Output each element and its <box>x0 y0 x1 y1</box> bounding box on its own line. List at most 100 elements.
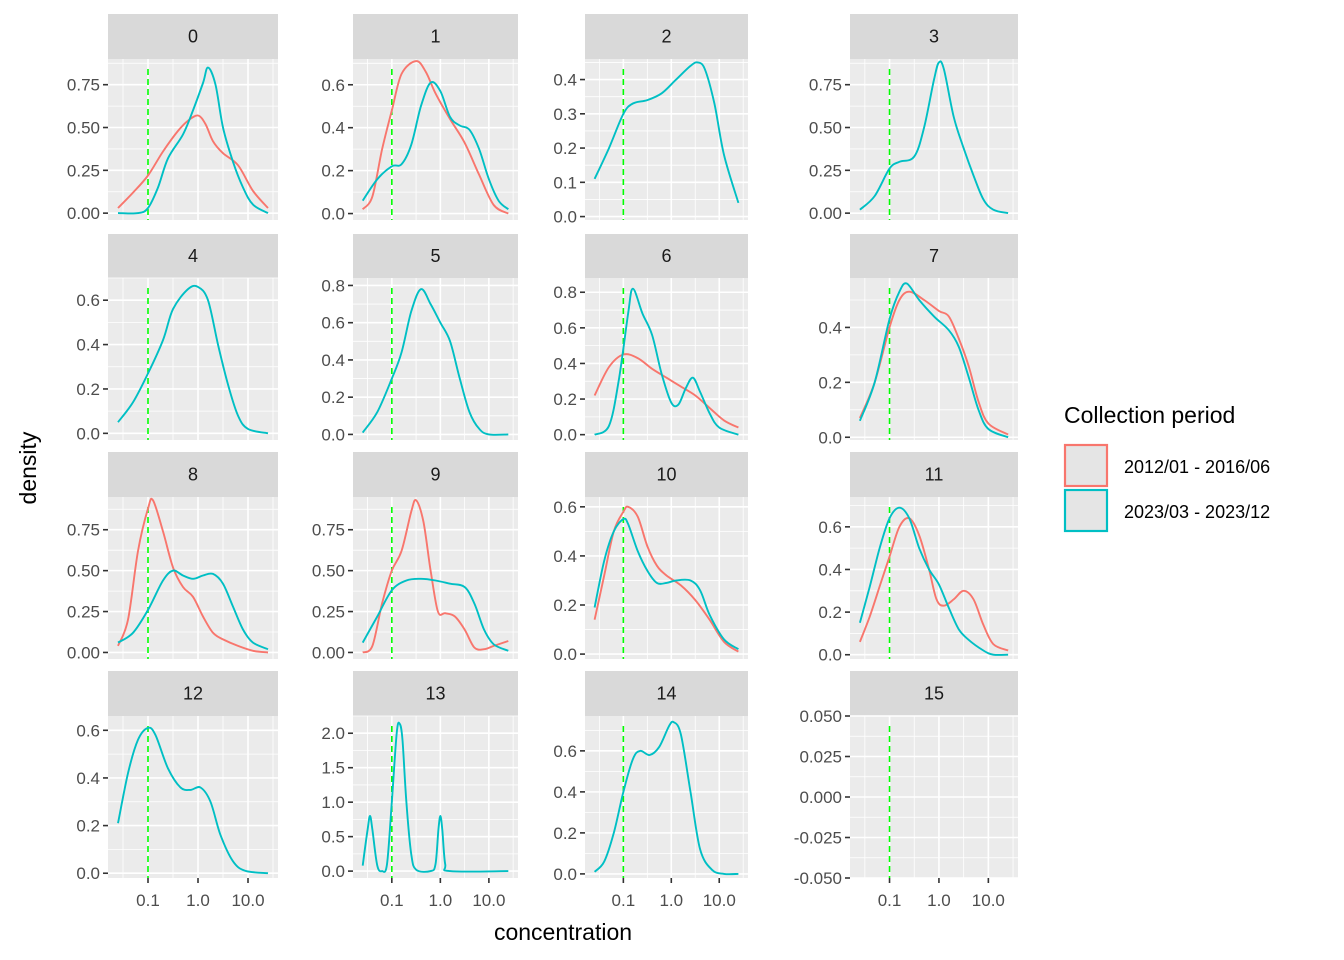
panel-background <box>585 497 748 659</box>
y-tick-label: 0.8 <box>553 283 577 302</box>
legend-label-2012-2016: 2012/01 - 2016/06 <box>1124 457 1270 477</box>
y-tick-label: 0.2 <box>321 162 345 181</box>
y-tick-label: 0.2 <box>818 603 842 622</box>
density-curve-2023 <box>859 60 1009 215</box>
facet-strip <box>585 14 748 59</box>
panel-background <box>108 278 278 440</box>
density-curve-2012-2016 <box>593 353 739 429</box>
y-tick-label: 0.4 <box>321 119 345 138</box>
x-tick-label: 1.0 <box>186 891 210 910</box>
y-tick-label: 0.2 <box>818 373 842 392</box>
density-curve-2023 <box>593 720 739 876</box>
y-tick-label: 0.0 <box>553 426 577 445</box>
y-tick-label: 0.6 <box>76 291 100 310</box>
facet-panel-9: 9 0.00 0.25 0.50 0.75 <box>312 452 518 662</box>
x-tick-label: 10.0 <box>231 891 264 910</box>
facet-strip <box>108 14 278 59</box>
facet-panel-8: 8 0.00 0.25 0.50 0.75 <box>67 452 278 662</box>
facet-strip <box>585 671 748 716</box>
y-tick-label: 0.25 <box>67 603 100 622</box>
density-curve-2023 <box>593 61 740 204</box>
density-curve-2023 <box>117 284 269 435</box>
y-tick-label: 0.4 <box>76 336 100 355</box>
x-tick-label: 10.0 <box>972 891 1005 910</box>
facet-panel-15: 15 -0.050 -0.025 0.000 0.025 0.050 0.1 1.0 10.0 <box>794 671 1018 910</box>
density-curve-2023 <box>117 569 269 651</box>
y-tick-label: 0.0 <box>76 864 100 883</box>
y-tick-label: 0.6 <box>321 76 345 95</box>
density-curve-2023 <box>117 726 269 875</box>
y-tick-label: 0.6 <box>553 742 577 761</box>
facet-panel-11: 11 0.0 0.2 0.4 0.6 <box>818 452 1018 665</box>
facet-strip-label: 7 <box>929 246 939 266</box>
legend-title: Collection period <box>1064 402 1235 428</box>
y-tick-label: 0.2 <box>553 824 577 843</box>
x-tick-label: 10.0 <box>472 891 505 910</box>
y-tick-label: 0.3 <box>553 105 577 124</box>
density-curve-2023 <box>361 721 509 873</box>
panel-background <box>850 278 1018 440</box>
density-curve-2023 <box>361 81 509 211</box>
facet-panel-12: 12 0.0 0.2 0.4 0.6 0.1 1.0 10.0 <box>76 671 278 910</box>
y-tick-label: 0.50 <box>312 562 345 581</box>
y-tick-label: 0.0 <box>553 645 577 664</box>
facet-strip <box>585 234 748 278</box>
facet-strip-label: 8 <box>188 465 198 485</box>
y-tick-label: 0.50 <box>809 119 842 138</box>
y-tick-label: 0.2 <box>553 596 577 615</box>
y-tick-label: 0.8 <box>321 276 345 295</box>
facet-strip <box>353 671 518 716</box>
x-tick-label: 0.1 <box>878 891 902 910</box>
y-tick-label: 0.6 <box>321 314 345 333</box>
y-tick-label: 0.0 <box>818 428 842 447</box>
facet-panel-4: 4 0.0 0.2 0.4 0.6 <box>76 234 278 443</box>
y-tick-label: 0.4 <box>553 71 577 90</box>
y-tick-label: -0.025 <box>794 829 842 848</box>
y-tick-label: 0.50 <box>67 119 100 138</box>
density-curve-2023 <box>594 287 739 436</box>
facet-panel-1: 1 0.0 0.2 0.4 0.6 <box>321 14 518 224</box>
y-tick-label: 0.6 <box>818 518 842 537</box>
facet-strip-label: 15 <box>924 684 944 704</box>
facet-panel-7: 7 0.0 0.2 0.4 <box>818 234 1018 447</box>
facet-strip-label: 9 <box>430 465 440 485</box>
facet-strip-label: 3 <box>929 27 939 47</box>
facet-strip-label: 13 <box>425 684 445 704</box>
density-curve-2023 <box>361 288 509 436</box>
legend-key-2023 <box>1063 488 1109 533</box>
y-axis-title: density <box>15 431 41 504</box>
density-curve-2012-2016 <box>859 290 1009 436</box>
panel-background <box>585 278 748 440</box>
facet-strip-label: 6 <box>661 246 671 266</box>
y-tick-label: 0.050 <box>799 707 842 726</box>
x-tick-label: 0.1 <box>136 891 160 910</box>
y-tick-label: 0.25 <box>67 161 100 180</box>
y-tick-label: 0.00 <box>809 204 842 223</box>
facet-panel-5: 5 0.0 0.2 0.4 0.6 0.8 <box>321 234 518 444</box>
y-tick-label: 0.2 <box>553 139 577 158</box>
facet-panel-13: 13 0.0 0.5 1.0 1.5 2.0 0.1 1.0 10.0 <box>321 671 518 910</box>
y-tick-label: 0.00 <box>67 643 100 662</box>
x-tick-label: 10.0 <box>703 891 736 910</box>
panel-background <box>850 59 1018 220</box>
facet-strip-label: 2 <box>661 27 671 47</box>
facet-strip <box>353 234 518 278</box>
x-tick-label: 0.1 <box>380 891 404 910</box>
facet-strip <box>850 452 1018 497</box>
facet-strip-label: 0 <box>188 27 198 47</box>
y-tick-label: 0.4 <box>553 354 577 373</box>
facet-strip <box>108 452 278 497</box>
facet-strip-label: 1 <box>430 27 440 47</box>
density-curve-2012-2016 <box>117 497 269 654</box>
y-tick-label: 0.6 <box>553 498 577 517</box>
y-tick-label: 0.4 <box>818 318 842 337</box>
legend: Collection period 2012/01 - 2016/06 2023… <box>1063 402 1270 533</box>
y-tick-label: 0.5 <box>321 828 345 847</box>
density-curve-2012-2016 <box>859 517 1009 652</box>
facet-panel-10: 10 0.0 0.2 0.4 0.6 <box>553 452 748 664</box>
y-tick-label: 0.4 <box>818 560 842 579</box>
y-tick-label: 0.0 <box>553 865 577 884</box>
y-tick-label: 0.2 <box>76 380 100 399</box>
facet-strip <box>850 234 1018 278</box>
